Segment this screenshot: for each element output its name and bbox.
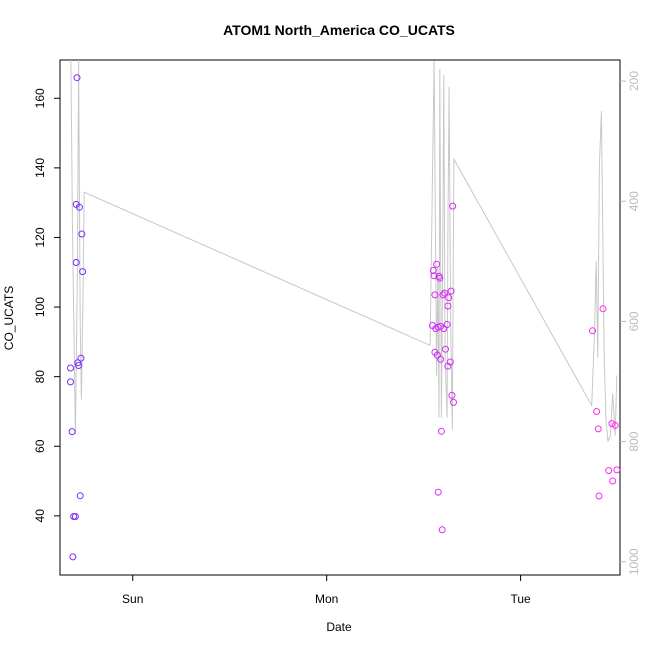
data-point-20	[431, 291, 439, 299]
profile-line-layer	[70, 59, 618, 442]
y-tick-label-4: 120	[33, 227, 47, 247]
data-point-3	[69, 553, 77, 561]
data-point-1	[67, 378, 74, 386]
data-point-10	[75, 362, 83, 369]
y-tick-label-2: 80	[33, 370, 47, 384]
data-point-52	[609, 477, 617, 485]
data-point-22	[433, 260, 441, 268]
y-axis-right: 200 400 600 800 1000	[620, 71, 641, 575]
y2-tick-label-1: 400	[627, 191, 641, 211]
chart-title: ATOM1 North_America CO_UCATS	[223, 22, 455, 38]
data-point-29	[437, 355, 445, 363]
y-tick-label-1: 60	[33, 439, 47, 453]
y-tick-label-0: 40	[33, 509, 47, 523]
data-point-14	[78, 230, 86, 238]
data-point-15	[79, 268, 87, 276]
data-point-40	[446, 358, 454, 366]
data-point-9	[74, 359, 82, 367]
data-point-35	[442, 345, 449, 353]
y2-tick-label-0: 200	[627, 71, 641, 91]
data-point-34	[441, 289, 449, 297]
x-axis-label: Date	[326, 620, 352, 634]
data-point-2	[68, 428, 76, 436]
data-point-50	[605, 467, 613, 475]
data-point-48	[595, 492, 603, 500]
data-point-25	[434, 488, 442, 496]
data-point-32	[439, 291, 447, 299]
data-point-17	[429, 267, 437, 274]
data-point-51	[608, 420, 616, 428]
plot-frame	[59, 59, 621, 576]
data-point-53	[611, 421, 619, 429]
x-tick-label-2: Tue	[510, 592, 531, 606]
profile-line	[70, 59, 618, 442]
data-point-18	[430, 272, 438, 280]
y-tick-label-6: 160	[33, 88, 47, 108]
data-point-36	[443, 321, 451, 328]
data-point-6	[72, 259, 80, 266]
y2-tick-label-4: 1000	[627, 548, 641, 575]
x-axis: Sun Mon Tue	[122, 575, 531, 606]
data-point-42	[448, 391, 456, 399]
data-point-12	[76, 492, 84, 500]
data-point-54	[613, 466, 621, 474]
data-point-31	[438, 526, 446, 534]
data-point-41	[447, 287, 455, 295]
x-tick-label-1: Mon	[315, 592, 338, 606]
data-point-13	[77, 354, 85, 362]
y-axis-label: CO_UCATS	[2, 286, 16, 350]
data-point-44	[450, 398, 457, 406]
data-point-49	[599, 305, 607, 313]
y-axis-left: 40 60 80 100 120 140 160	[33, 88, 60, 523]
data-point-8	[73, 74, 81, 82]
y-tick-label-5: 140	[33, 158, 47, 178]
x-tick-label-0: Sun	[122, 592, 143, 606]
data-point-47	[594, 425, 602, 433]
data-point-11	[75, 203, 83, 211]
points-layer	[67, 74, 621, 561]
data-point-39	[445, 294, 453, 302]
data-point-0	[67, 364, 74, 372]
y-tick-label-3: 100	[33, 297, 47, 317]
data-point-43	[449, 202, 457, 210]
data-point-27	[436, 274, 444, 282]
data-point-46	[593, 408, 601, 415]
y2-tick-label-2: 600	[627, 311, 641, 331]
data-point-37	[444, 302, 452, 310]
data-point-30	[437, 427, 445, 435]
data-point-45	[589, 327, 596, 335]
y2-tick-label-3: 800	[627, 431, 641, 451]
data-point-5	[71, 513, 79, 520]
